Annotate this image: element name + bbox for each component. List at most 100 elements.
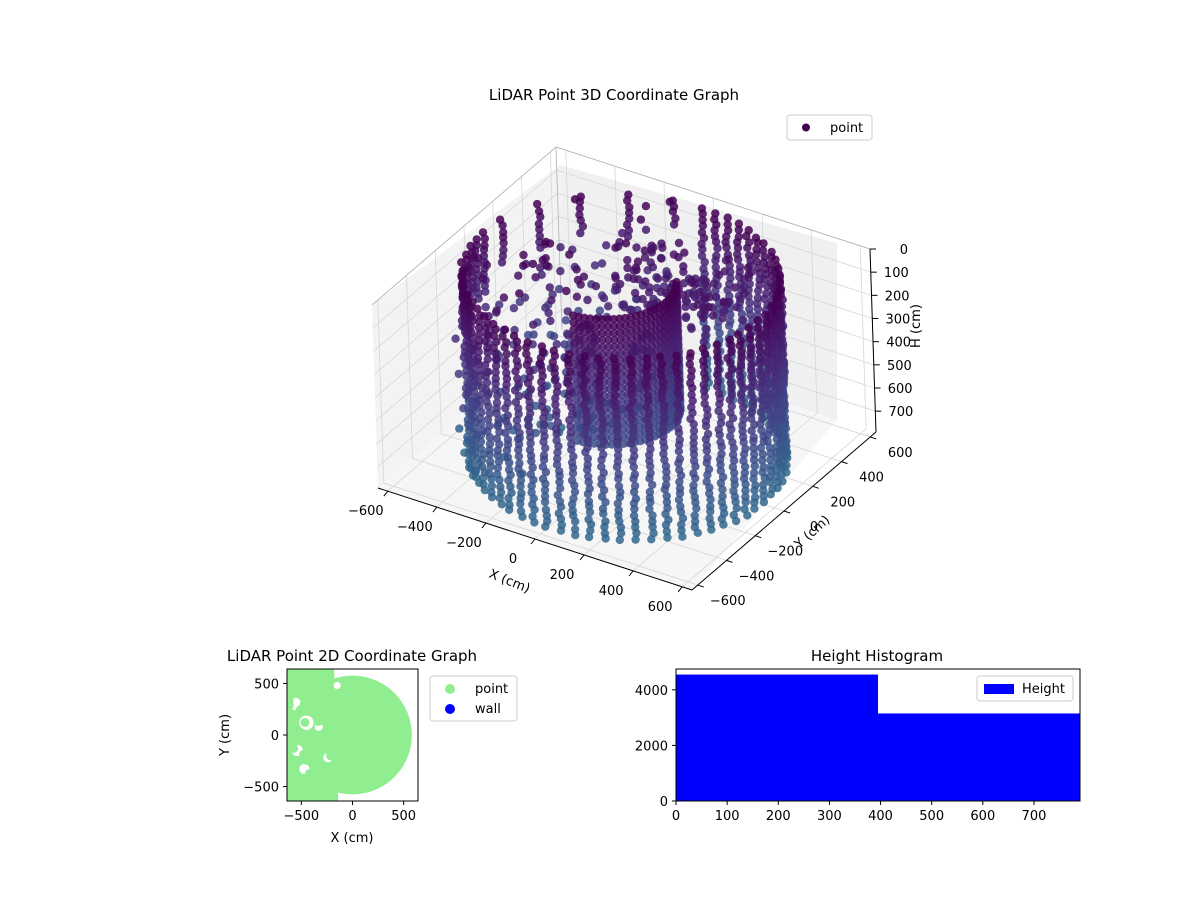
y-tick-label-2d: −500 (243, 781, 279, 796)
data-point-2d (313, 716, 323, 726)
data-point-3d (512, 337, 522, 346)
data-point-3d (644, 288, 654, 297)
data-point-3d (485, 445, 494, 455)
data-point-3d (538, 397, 547, 406)
data-point-3d (673, 388, 682, 397)
y-tick-3d (783, 510, 791, 514)
data-point-3d (659, 377, 668, 387)
data-point-3d (491, 361, 501, 371)
data-point-3d (643, 300, 652, 310)
data-point-3d (641, 201, 651, 211)
data-point-3d (708, 311, 718, 320)
data-point-2d (324, 694, 334, 704)
data-point-3d (779, 377, 789, 387)
data-point-3d (623, 255, 632, 265)
data-point-3d (727, 347, 736, 357)
data-point-3d (584, 472, 593, 481)
data-point-3d (747, 366, 756, 376)
data-point-3d (645, 504, 654, 514)
data-point-3d (659, 449, 668, 458)
data-point-3d (741, 492, 750, 501)
chart-3d-title: LiDAR Point 3D Coordinate Graph (489, 86, 739, 104)
data-point-3d (568, 469, 578, 478)
data-point-3d (687, 278, 696, 287)
data-point-3d (514, 271, 523, 280)
data-point-3d (552, 340, 561, 349)
data-point-3d (502, 368, 511, 378)
data-point-3d (644, 421, 653, 430)
data-point-3d (566, 422, 575, 431)
data-point-3d (756, 407, 765, 417)
data-point-3d (611, 373, 620, 383)
data-point-3d (525, 373, 534, 382)
data-point-3d (644, 408, 653, 418)
data-point-3d (700, 369, 709, 378)
data-point-3d (585, 507, 595, 517)
data-point-3d (553, 454, 562, 463)
data-point-3d (659, 432, 668, 441)
data-point-3d (687, 403, 696, 412)
data-point-3d (517, 489, 526, 498)
data-point-3d (480, 241, 489, 250)
data-point-3d (624, 190, 633, 199)
data-point-3d (560, 340, 569, 349)
data-point-3d (755, 341, 765, 351)
data-point-3d (598, 414, 607, 423)
data-point-3d (480, 336, 490, 346)
data-point-3d (538, 462, 548, 471)
data-point-3d (646, 258, 655, 267)
data-point-2d (289, 669, 299, 678)
data-point-2d (327, 732, 337, 742)
data-point-3d (613, 451, 623, 460)
data-point-3d (576, 228, 585, 238)
data-point-3d (482, 378, 492, 387)
x-tick-3d (432, 506, 438, 513)
data-point-3d (733, 250, 742, 259)
data-point-3d (661, 274, 671, 283)
data-point-3d (541, 443, 550, 453)
data-point-3d (524, 392, 533, 401)
data-point-3d (630, 481, 640, 491)
data-point-3d (648, 511, 657, 520)
data-point-3d (767, 461, 776, 471)
data-point-3d (675, 435, 684, 444)
data-point-3d (580, 388, 589, 397)
data-point-3d (726, 274, 735, 283)
data-point-3d (580, 376, 590, 385)
data-point-3d (750, 504, 759, 513)
z-tick-label-3d: 400 (886, 336, 911, 351)
data-point-3d (547, 296, 556, 305)
data-point-3d (514, 391, 524, 401)
y-tick-label-3d: 400 (859, 471, 884, 486)
data-point-3d (516, 476, 526, 485)
data-point-3d (476, 437, 486, 446)
data-point-3d (591, 282, 601, 291)
data-point-3d (537, 365, 546, 375)
point-cloud-2d (287, 669, 412, 801)
data-point-3d (595, 306, 605, 315)
data-point-3d (726, 408, 735, 417)
data-point-3d (615, 321, 624, 330)
data-point-3d (455, 424, 464, 433)
data-point-3d (601, 517, 610, 526)
data-point-3d (567, 476, 577, 485)
x-tick-label-2d: 0 (348, 809, 356, 824)
data-point-3d (564, 350, 574, 359)
data-point-3d (579, 400, 589, 409)
data-point-3d (773, 429, 783, 438)
data-point-3d (489, 319, 498, 329)
data-point-3d (755, 366, 764, 375)
data-point-3d (616, 342, 625, 351)
data-point-3d (568, 410, 577, 419)
data-point-3d (663, 533, 672, 542)
data-point-3d (491, 368, 500, 377)
data-point-2d (313, 764, 323, 774)
data-point-3d (772, 472, 781, 481)
data-point-3d (536, 263, 545, 272)
chart-histogram: Height Histogram 0 100 200 300 400 500 600 7000… (635, 647, 1081, 824)
data-point-2d (299, 672, 309, 682)
data-point-3d (516, 506, 526, 516)
z-tick-label-3d: 200 (885, 289, 910, 304)
data-point-2d (287, 789, 294, 799)
x-tick-label-3d: 400 (599, 584, 624, 599)
